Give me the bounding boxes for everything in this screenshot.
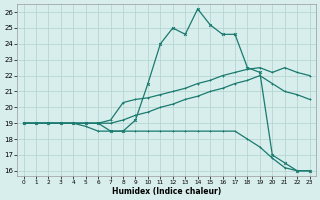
X-axis label: Humidex (Indice chaleur): Humidex (Indice chaleur) — [112, 187, 221, 196]
